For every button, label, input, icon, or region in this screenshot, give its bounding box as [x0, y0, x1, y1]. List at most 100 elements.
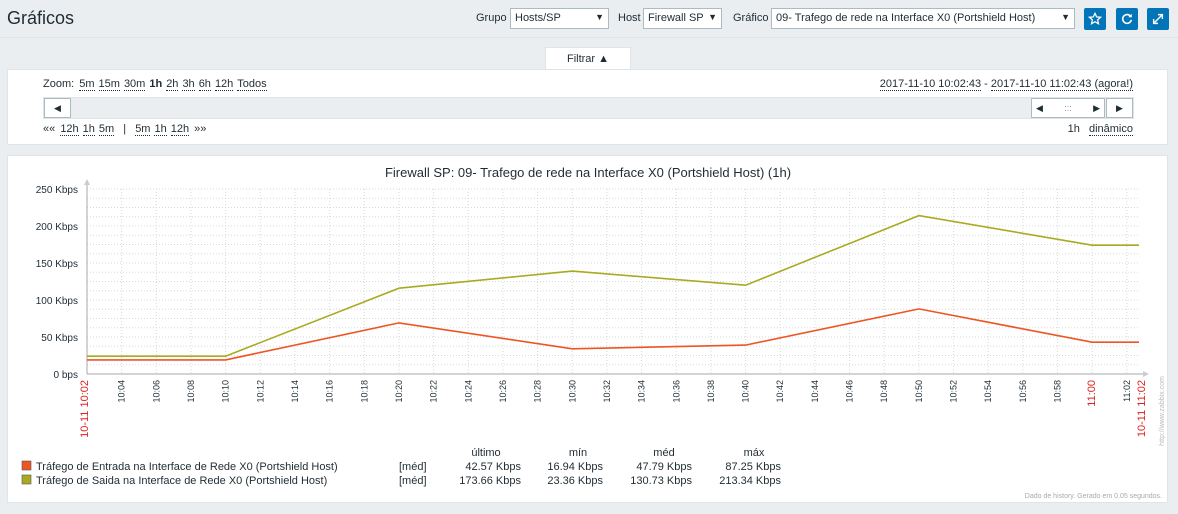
traffic-chart: Firewall SP: 09- Trafego de rede na Inte…: [21, 165, 1166, 500]
zoom-option-6h[interactable]: 6h: [198, 78, 211, 91]
legend-min: 16.94 Kbps: [547, 461, 603, 473]
period-separator: -: [981, 78, 991, 90]
nav-back-1h[interactable]: 1h: [82, 123, 95, 136]
generation-note: Dado de history. Gerado em 0.05 segundos…: [1025, 493, 1162, 500]
legend-header: méd: [653, 447, 674, 459]
x-tick-label: 10:12: [255, 380, 265, 403]
host-select-value: Firewall SP: [648, 12, 704, 24]
zoom-option-15m[interactable]: 15m: [98, 78, 120, 91]
period-to[interactable]: 2017-11-10 11:02:43 (agora!): [990, 78, 1133, 91]
filter-panel: Zoom: 5m 15m 30m 1h 2h 3h 6h 12h Todos 2017-11-1…: [7, 69, 1168, 145]
x-tick-label: 10:32: [602, 380, 612, 403]
group-label: Grupo: [476, 12, 507, 24]
nav-forward-5m[interactable]: 5m: [135, 123, 151, 136]
x-tick-label: 10:30: [567, 380, 577, 403]
chart-title: Firewall SP: 09- Trafego de rede na Inte…: [385, 165, 791, 180]
legend-avg: 47.79 Kbps: [636, 461, 692, 473]
y-tick-label: 150 Kbps: [36, 259, 78, 270]
group-select-value: Hosts/SP: [515, 12, 561, 24]
legend-header: último: [471, 447, 500, 459]
period-scrollbar[interactable]: ◀ ◀ ::: ▶ ▶: [43, 97, 1134, 119]
nav-forward-1h[interactable]: 1h: [154, 123, 167, 136]
x-tick-label: 10:04: [117, 380, 127, 403]
x-tick-label: 10:22: [429, 380, 439, 403]
page-title: Gráficos: [7, 8, 75, 28]
group-select[interactable]: Hosts/SP ▼: [510, 8, 609, 29]
x-end-label: 10-11 11:02: [1136, 380, 1148, 437]
y-axis-arrow: [84, 179, 90, 185]
legend-series-name: Tráfego de Entrada na Interface de Rede …: [36, 461, 338, 473]
host-select[interactable]: Firewall SP ▼: [643, 8, 722, 29]
zoom-option-3h[interactable]: 3h: [182, 78, 195, 91]
star-icon: [1088, 12, 1102, 25]
filter-tab[interactable]: Filtrar ▲: [545, 47, 631, 70]
nav-back-prefix: ««: [43, 123, 56, 135]
series-line-out: [87, 214, 1139, 357]
period-mode-link[interactable]: dinâmico: [1088, 123, 1133, 136]
x-tick-label: 10:14: [290, 380, 300, 403]
x-axis-arrow: [1143, 371, 1149, 377]
legend-max: 87.25 Kbps: [725, 461, 781, 473]
x-tick-label: 10:06: [151, 380, 161, 403]
graph-select[interactable]: 09- Trafego de rede na Interface X0 (Por…: [771, 8, 1075, 29]
x-tick-label: 10:26: [498, 380, 508, 403]
legend-function: [méd]: [399, 461, 427, 473]
zoom-option-30m[interactable]: 30m: [123, 78, 146, 91]
period-display: 2017-11-10 10:02:43 - 2017-11-10 11:02:4…: [879, 78, 1133, 91]
scroll-right-button[interactable]: ▶: [1106, 98, 1133, 118]
zabbix-watermark: http://www.zabbix.com: [1159, 376, 1166, 446]
y-tick-label: 0 bps: [54, 370, 78, 381]
host-label: Host: [618, 12, 641, 24]
graph-panel: Firewall SP: 09- Trafego de rede na Inte…: [7, 155, 1168, 503]
period-from[interactable]: 2017-11-10 10:02:43: [879, 78, 982, 91]
zoom-option-12h[interactable]: 12h: [214, 78, 234, 91]
legend-swatch: [21, 460, 32, 471]
period-mode-row: 1h dinâmico: [1067, 123, 1133, 136]
legend-min: 23.36 Kbps: [547, 475, 603, 487]
x-tick-label: 10:20: [394, 380, 404, 403]
nav-back-5m[interactable]: 5m: [98, 123, 115, 136]
x-tick-label-hour: 11:00: [1086, 380, 1098, 407]
zoom-option-2h[interactable]: 2h: [166, 78, 179, 91]
x-tick-label: 10:16: [325, 380, 335, 403]
zoom-option-todos[interactable]: Todos: [237, 78, 267, 91]
legend-last: 173.66 Kbps: [459, 475, 521, 487]
y-tick-label: 100 Kbps: [36, 296, 78, 307]
graph-label: Gráfico: [733, 12, 769, 24]
zoom-option-1h[interactable]: 1h: [149, 78, 163, 90]
x-tick-label: 10:08: [186, 380, 196, 403]
x-tick-label: 10:54: [983, 380, 993, 403]
nav-back-12h[interactable]: 12h: [60, 123, 79, 136]
x-tick-label: 10:10: [221, 380, 231, 403]
x-tick-label: 10:18: [359, 380, 369, 403]
fullscreen-button[interactable]: [1147, 8, 1169, 30]
x-tick-label: 10:28: [533, 380, 543, 403]
chevron-down-icon: ▼: [708, 12, 717, 22]
x-tick-label: 10:42: [775, 380, 785, 403]
zoom-row: Zoom: 5m 15m 30m 1h 2h 3h 6h 12h Todos: [43, 78, 269, 91]
nav-forward-12h[interactable]: 12h: [170, 123, 190, 136]
refresh-button[interactable]: [1116, 8, 1138, 30]
favorite-button[interactable]: [1084, 8, 1106, 30]
legend-swatch: [21, 474, 32, 485]
grip-icon: :::: [1064, 103, 1072, 113]
page-header: Gráficos Grupo Hosts/SP ▼ Host Firewall …: [0, 0, 1178, 38]
scroll-left-button[interactable]: ◀: [44, 98, 71, 118]
x-tick-label: 10:58: [1053, 380, 1063, 403]
zoom-label: Zoom:: [43, 78, 75, 90]
scroll-handle[interactable]: ◀ ::: ▶: [1031, 98, 1105, 118]
legend-function: [méd]: [399, 475, 427, 487]
zoom-option-5m[interactable]: 5m: [79, 78, 95, 91]
x-tick-label: 10:50: [914, 380, 924, 403]
series-line-in: [87, 308, 1139, 361]
x-tick-label: 10:24: [463, 380, 473, 403]
legend-series-name: Tráfego de Saida na Interface de Rede X0…: [36, 475, 327, 487]
x-tick-label: 10:48: [879, 380, 889, 403]
y-tick-label: 250 Kbps: [36, 185, 78, 196]
period-length: 1h: [1067, 123, 1080, 135]
x-tick-label: 10:36: [671, 380, 681, 403]
y-tick-label: 50 Kbps: [41, 333, 78, 344]
nav-separator: |: [123, 123, 127, 135]
legend-last: 42.57 Kbps: [465, 461, 521, 473]
chevron-down-icon: ▼: [1061, 12, 1070, 22]
